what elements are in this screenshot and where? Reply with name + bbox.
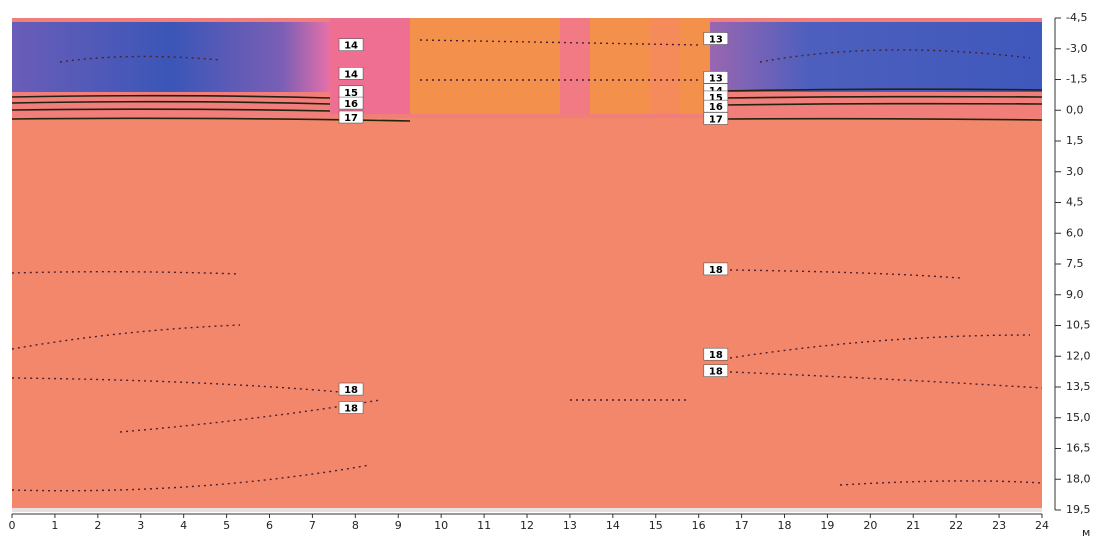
x-tick-label: 20 (863, 519, 877, 532)
contour-label: 13 (709, 73, 723, 84)
contour-label: 18 (344, 404, 358, 415)
contour-label: 13 (709, 35, 723, 46)
x-tick-label: 14 (606, 519, 620, 532)
x-tick-label: 18 (778, 519, 792, 532)
contour-label: 14 (344, 41, 358, 52)
x-tick-label: 23 (992, 519, 1006, 532)
x-tick-label: 19 (820, 519, 834, 532)
x-tick-label: 21 (906, 519, 920, 532)
x-tick-label: 6 (266, 519, 273, 532)
y-tick-label: 3,0 (1066, 165, 1084, 178)
x-tick-label: 12 (520, 519, 534, 532)
y-tick-label: 1,5 (1066, 134, 1084, 147)
x-tick-label: 3 (137, 519, 144, 532)
contour-label: 17 (709, 114, 723, 125)
x-tick-label: 10 (434, 519, 448, 532)
x-tick-label: 13 (563, 519, 577, 532)
x-tick-label: 9 (395, 519, 402, 532)
x-axis-label: м (1082, 526, 1090, 539)
y-tick-label: -1,5 (1066, 73, 1087, 86)
contour-label: 18 (709, 367, 723, 378)
y-tick-label: 9,0 (1066, 288, 1084, 301)
y-tick-label: 4,5 (1066, 196, 1084, 209)
y-tick-label: 16,5 (1066, 442, 1091, 455)
chart: м -4,5 -3,0 -1,5 0,0 1,5 3,0 4,5 6,0 7,5 9,0 10,5 1… (0, 0, 1106, 541)
x-tick-label: 5 (223, 519, 230, 532)
contour-label: 18 (709, 350, 723, 361)
y-tick-label: 10,5 (1066, 319, 1091, 332)
contour-label: 16 (709, 102, 723, 113)
x-tick-label: 1 (51, 519, 58, 532)
contour-label: 17 (344, 113, 358, 124)
contour-label: 14 (344, 69, 358, 80)
x-tick-label: 17 (735, 519, 749, 532)
y-tick-label: 6,0 (1066, 226, 1084, 239)
x-tick-label: 16 (692, 519, 706, 532)
x-tick-label: 11 (477, 519, 491, 532)
y-tick-label: -3,0 (1066, 42, 1087, 55)
y-tick-label: 7,5 (1066, 257, 1084, 270)
contour-label: 18 (709, 265, 723, 276)
contour-label: 18 (344, 385, 358, 396)
x-tick-label: 0 (9, 519, 16, 532)
contour-label: 16 (344, 99, 358, 110)
x-tick-label: 22 (949, 519, 963, 532)
x-tick-label: 4 (180, 519, 187, 532)
y-tick-label: 15,0 (1066, 411, 1091, 424)
x-tick-label: 7 (309, 519, 316, 532)
y-tick-label: 0,0 (1066, 103, 1084, 116)
x-tick-label: 24 (1035, 519, 1049, 532)
y-tick-label: 19,5 (1066, 503, 1091, 516)
y-tick-label: -4,5 (1066, 11, 1087, 24)
y-tick-label: 18,0 (1066, 472, 1091, 485)
heatmap-background (12, 18, 1042, 512)
y-tick-label: 13,5 (1066, 380, 1091, 393)
x-tick-label: 2 (94, 519, 101, 532)
x-tick-label: 15 (649, 519, 663, 532)
y-tick-label: 12,0 (1066, 349, 1091, 362)
x-tick-label: 8 (352, 519, 359, 532)
